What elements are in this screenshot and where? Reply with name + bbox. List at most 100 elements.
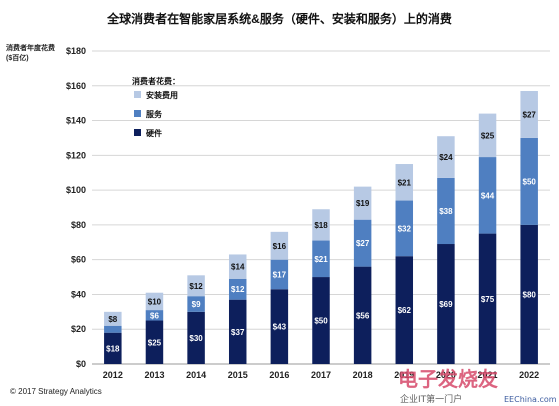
- y-tick-label: $140: [66, 116, 86, 126]
- data-label: $69: [439, 300, 453, 309]
- bar-segment-硬件: [312, 277, 330, 364]
- bar-segment-安装费用: [395, 164, 414, 201]
- x-tick-label: 2020: [436, 370, 456, 380]
- bar-segment-服务: [228, 278, 247, 300]
- bar-segment-安装费用: [145, 292, 164, 311]
- bar-segment-硬件: [228, 299, 247, 364]
- bar-segment-服务: [478, 157, 497, 234]
- legend-entry: 安装费用: [146, 90, 178, 100]
- legend-swatch: [134, 110, 141, 117]
- bar-segment-硬件: [437, 244, 455, 364]
- chart-title: 全球消费者在智能家居系统&服务（硬件、安装和服务）上的消费: [107, 12, 452, 26]
- bar-segment-硬件: [353, 266, 372, 364]
- y-axis-label: 消费者年度花费 ($百亿): [6, 45, 55, 62]
- bar-segment-安装费用: [520, 90, 538, 138]
- x-tick-label: 2013: [144, 370, 164, 380]
- data-label: $37: [231, 328, 245, 337]
- data-label: $19: [356, 199, 370, 208]
- x-tick-label: 2017: [311, 370, 331, 380]
- bar-segment-服务: [437, 177, 455, 245]
- copyright-text: © 2017 Strategy Analytics: [10, 387, 102, 396]
- data-label: $12: [189, 282, 203, 291]
- bar-segment-服务: [270, 259, 289, 290]
- legend-title: 消费者花费：: [132, 76, 180, 86]
- y-tick-label: $120: [66, 150, 86, 160]
- y-tick-label: $160: [66, 81, 86, 91]
- bar-segment-硬件: [520, 224, 538, 364]
- legend-entry: 服务: [146, 109, 163, 119]
- bar-segment-硬件: [478, 233, 497, 364]
- bar-segment-安装费用: [270, 231, 289, 260]
- data-label: $21: [314, 255, 328, 264]
- y-tick-label: $80: [71, 220, 86, 230]
- y-tick-label: $60: [71, 255, 86, 265]
- bar-segment-服务: [520, 137, 538, 225]
- watermark-logo: 电子发烧友 企业IT第一门户 EEChina.com: [398, 367, 557, 405]
- watermark-url: EEChina.com: [504, 395, 557, 404]
- data-label: $62: [398, 306, 412, 315]
- data-label: $24: [439, 153, 453, 162]
- x-tick-label: 2021: [478, 370, 498, 380]
- legend-entry: 硬件: [146, 128, 162, 138]
- watermark-logo-text: 电子发烧友: [398, 367, 498, 391]
- x-tick-label: 2022: [519, 370, 539, 380]
- data-label: $44: [481, 191, 495, 200]
- watermark-subtext: 企业IT第一门户: [400, 393, 462, 405]
- data-label: $25: [481, 131, 495, 140]
- data-label: $27: [356, 239, 370, 248]
- bar-segment-服务: [312, 240, 330, 278]
- data-label: $14: [231, 263, 245, 272]
- x-tick-label: 2016: [269, 370, 289, 380]
- data-label: $38: [439, 207, 453, 216]
- data-label: $17: [273, 270, 287, 279]
- data-label: $32: [398, 224, 412, 233]
- data-label: $43: [273, 323, 287, 332]
- data-label: $18: [106, 344, 120, 353]
- data-label: $12: [231, 285, 245, 294]
- x-tick-label: 2018: [353, 370, 373, 380]
- bar-segment-服务: [145, 310, 164, 321]
- x-tick-label: 2014: [186, 370, 206, 380]
- data-label: $27: [523, 110, 537, 119]
- data-label: $50: [523, 177, 537, 186]
- legend-swatch: [134, 129, 141, 136]
- data-label: $18: [314, 221, 328, 230]
- data-label: $80: [523, 290, 537, 299]
- bar-segment-服务: [187, 296, 205, 312]
- bar-segment-安装费用: [353, 186, 372, 220]
- x-tick-label: 2019: [394, 370, 414, 380]
- bar-segment-安装费用: [187, 275, 205, 297]
- data-label: $21: [398, 178, 412, 187]
- data-label: $6: [150, 311, 159, 320]
- bar-segment-安装费用: [478, 113, 497, 158]
- bar-segment-服务: [104, 325, 122, 333]
- data-label: $25: [148, 338, 162, 347]
- bar-segment-硬件: [270, 289, 289, 364]
- bar-segment-安装费用: [228, 254, 247, 279]
- bar-segment-硬件: [395, 256, 414, 364]
- bar-segment-安装费用: [437, 136, 455, 178]
- data-label: $16: [273, 242, 287, 251]
- bar-segment-硬件: [187, 311, 205, 364]
- data-label: $10: [148, 297, 162, 306]
- y-tick-label: $0: [76, 359, 86, 369]
- data-label: $50: [314, 317, 328, 326]
- y-tick-label: $100: [66, 185, 86, 195]
- legend-swatch: [134, 91, 141, 98]
- data-label: $30: [189, 334, 203, 343]
- x-tick-label: 2015: [228, 370, 248, 380]
- bar-segment-服务: [395, 200, 414, 257]
- y-tick-label: $180: [66, 46, 86, 56]
- bar-segment-硬件: [145, 320, 164, 364]
- bar-segment-安装费用: [104, 311, 122, 326]
- data-label: $75: [481, 295, 495, 304]
- data-label: $56: [356, 311, 370, 320]
- bar-segment-安装费用: [312, 209, 330, 241]
- bar-segment-硬件: [104, 332, 122, 364]
- x-tick-label: 2012: [103, 370, 123, 380]
- y-tick-label: $40: [71, 289, 86, 299]
- data-label: $8: [108, 315, 117, 324]
- bar-segment-服务: [353, 219, 372, 267]
- data-label: $9: [192, 300, 201, 309]
